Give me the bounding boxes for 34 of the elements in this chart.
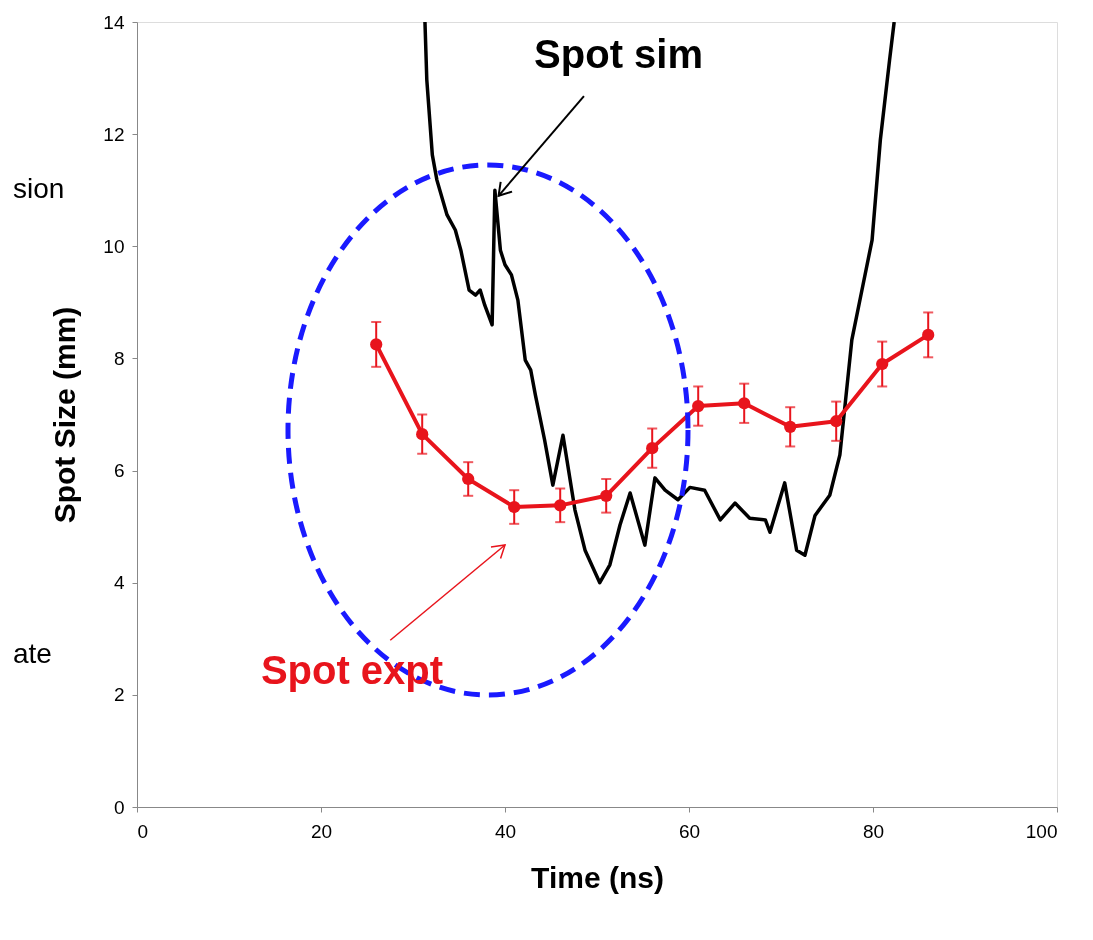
point bbox=[462, 472, 475, 486]
x-axis-title: Time (ns) bbox=[531, 860, 664, 894]
y-tick-label: 6 bbox=[113, 460, 125, 482]
y-tick-label: 14 bbox=[103, 11, 125, 33]
point bbox=[784, 420, 797, 433]
point bbox=[508, 500, 521, 514]
point bbox=[830, 415, 843, 428]
y-tick-label: 2 bbox=[113, 684, 125, 706]
line-series bbox=[423, 22, 896, 585]
x-tick-label: 80 bbox=[862, 820, 885, 842]
y-tick-label: 0 bbox=[113, 796, 125, 818]
point bbox=[554, 499, 567, 512]
x-tick-label: 40 bbox=[494, 820, 517, 842]
y-tick-label: 10 bbox=[103, 235, 125, 257]
y-axis-title: Spot Size (mm) bbox=[48, 306, 82, 524]
point bbox=[646, 442, 659, 455]
text: ate bbox=[13, 638, 52, 669]
x-tick-label: 0 bbox=[137, 820, 149, 842]
point bbox=[600, 489, 613, 502]
annotation: Spot sim bbox=[534, 31, 704, 76]
y-tick-label: 8 bbox=[113, 347, 125, 369]
y-tick-label: 4 bbox=[113, 572, 125, 594]
annotation: Spot expt bbox=[260, 648, 444, 692]
point bbox=[370, 338, 383, 351]
x-tick-label: 20 bbox=[310, 820, 333, 842]
point bbox=[738, 397, 751, 410]
point bbox=[692, 399, 705, 413]
point bbox=[876, 357, 889, 371]
x-tick-label: 60 bbox=[678, 820, 701, 842]
y-tick-label: 12 bbox=[103, 123, 125, 145]
text: sion bbox=[13, 173, 65, 204]
point bbox=[922, 328, 935, 341]
point bbox=[416, 428, 429, 441]
x-tick-label: 100 bbox=[1025, 820, 1058, 842]
